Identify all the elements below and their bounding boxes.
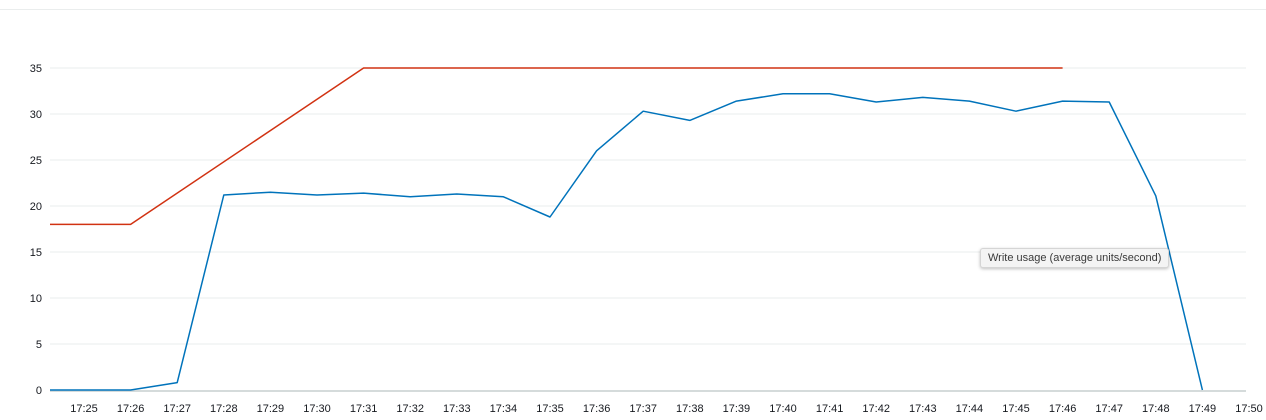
y-tick-label: 15 bbox=[30, 247, 42, 259]
x-tick-label: 17:49 bbox=[1189, 403, 1217, 415]
x-tick-label: 17:41 bbox=[816, 403, 844, 415]
provisioned-capacity-line bbox=[50, 67, 1063, 226]
x-tick-label: 17:28 bbox=[210, 403, 238, 415]
x-tick-label: 17:44 bbox=[956, 403, 984, 415]
write-usage-line bbox=[50, 93, 1204, 391]
y-tick-label: 35 bbox=[30, 63, 42, 75]
y-tick-label: 5 bbox=[36, 339, 42, 351]
x-tick-label: 17:37 bbox=[629, 403, 657, 415]
x-tick-label: 17:26 bbox=[117, 403, 145, 415]
y-tick-label: 20 bbox=[30, 201, 42, 213]
x-tick-label: 17:35 bbox=[536, 403, 564, 415]
x-tick-label: 17:50 bbox=[1235, 403, 1263, 415]
x-tick-label: 17:45 bbox=[1002, 403, 1030, 415]
x-tick-label: 17:31 bbox=[350, 403, 378, 415]
chart-series bbox=[50, 67, 1204, 391]
x-tick-label: 17:48 bbox=[1142, 403, 1170, 415]
grid-lines bbox=[50, 67, 1246, 392]
x-tick-label: 17:29 bbox=[257, 403, 285, 415]
x-tick-label: 17:42 bbox=[862, 403, 890, 415]
x-tick-label: 17:36 bbox=[583, 403, 611, 415]
top-divider bbox=[0, 9, 1266, 10]
x-axis-ticks: 17:25 17:26 17:27 17:28 17:29 17:30 17:31 17:32… bbox=[70, 403, 1263, 415]
x-tick-label: 17:32 bbox=[396, 403, 424, 415]
x-tick-label: 17:34 bbox=[490, 403, 518, 415]
y-tick-label: 10 bbox=[30, 293, 42, 305]
series-tooltip: Write usage (average units/second) bbox=[980, 248, 1170, 268]
y-axis-ticks: 0 5 10 15 20 25 30 35 bbox=[30, 63, 42, 397]
x-tick-label: 17:38 bbox=[676, 403, 704, 415]
x-tick-label: 17:43 bbox=[909, 403, 937, 415]
y-tick-label: 0 bbox=[36, 385, 42, 397]
x-tick-label: 17:25 bbox=[70, 403, 98, 415]
x-tick-label: 17:40 bbox=[769, 403, 797, 415]
y-tick-label: 25 bbox=[30, 155, 42, 167]
x-tick-label: 17:27 bbox=[163, 403, 191, 415]
y-tick-label: 30 bbox=[30, 109, 42, 121]
x-tick-label: 17:47 bbox=[1095, 403, 1123, 415]
x-tick-label: 17:33 bbox=[443, 403, 471, 415]
x-tick-label: 17:46 bbox=[1049, 403, 1077, 415]
x-tick-label: 17:30 bbox=[303, 403, 331, 415]
x-tick-label: 17:39 bbox=[723, 403, 751, 415]
